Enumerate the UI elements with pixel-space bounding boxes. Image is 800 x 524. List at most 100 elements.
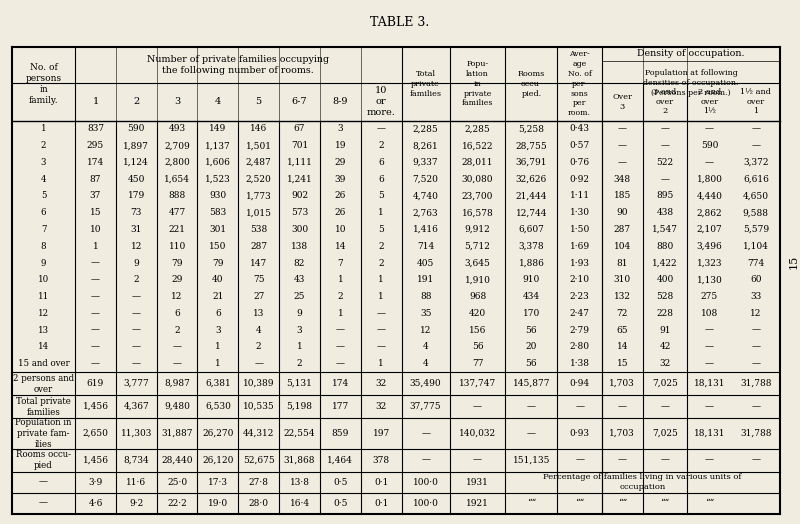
Text: 12: 12 [38,309,49,318]
Text: 2 and
over
1½: 2 and over 1½ [698,88,721,115]
Text: 16,522: 16,522 [462,141,494,150]
Text: 170: 170 [522,309,540,318]
Text: ““: ““ [575,498,584,508]
Text: 405: 405 [417,258,434,268]
Text: 0·94: 0·94 [570,379,590,388]
Text: —: — [377,342,386,352]
Text: 9,912: 9,912 [465,225,490,234]
Text: 15: 15 [90,208,102,217]
Text: 9: 9 [41,258,46,268]
Text: Percentage of families living in various units of
occupation: Percentage of families living in various… [543,473,742,491]
Text: 1: 1 [338,275,343,285]
Text: 3: 3 [174,97,180,106]
Text: 910: 910 [522,275,540,285]
Text: 87: 87 [90,174,102,184]
Text: 27·8: 27·8 [249,477,269,487]
Text: 8: 8 [41,242,46,251]
Text: —: — [132,309,141,318]
Text: —: — [751,124,760,134]
Text: 1,104: 1,104 [743,242,769,251]
Text: —: — [751,141,760,150]
Text: 4·6: 4·6 [88,498,102,508]
Text: —: — [421,429,430,438]
Text: 287: 287 [614,225,631,234]
Text: 12: 12 [171,292,182,301]
Text: 1,910: 1,910 [465,275,490,285]
Text: 10
or
more.: 10 or more. [366,86,395,117]
Text: 930: 930 [210,191,226,201]
Text: 1,241: 1,241 [286,174,312,184]
Text: 28,755: 28,755 [515,141,547,150]
Text: Population in
private fam-
ilies: Population in private fam- ilies [15,418,72,449]
Text: 1,015: 1,015 [246,208,272,217]
Text: 36,791: 36,791 [516,158,547,167]
Text: 28,011: 28,011 [462,158,494,167]
Text: 2·47: 2·47 [570,309,590,318]
Text: 32,626: 32,626 [516,174,547,184]
Text: —: — [173,342,182,352]
Text: 19: 19 [334,141,346,150]
Text: 79: 79 [212,258,224,268]
Text: Number of private families occupying
the following number of rooms.: Number of private families occupying the… [147,55,330,75]
Text: 0·92: 0·92 [570,174,590,184]
Text: 2,862: 2,862 [697,208,722,217]
Text: 0·1: 0·1 [374,498,388,508]
Text: —: — [751,342,760,352]
Text: 2,520: 2,520 [246,174,271,184]
Text: 56: 56 [472,342,483,352]
Text: —: — [336,325,345,335]
Text: 6: 6 [41,208,46,217]
Text: —: — [661,455,670,465]
Text: 177: 177 [332,402,349,411]
Text: 0·57: 0·57 [570,141,590,150]
Text: Aver-
age
No. of
per-
sons
per
room.: Aver- age No. of per- sons per room. [568,50,591,117]
Text: ““: ““ [705,498,714,508]
Text: 1,124: 1,124 [123,158,149,167]
Text: 7,025: 7,025 [652,379,678,388]
Text: 149: 149 [210,124,226,134]
Text: —: — [91,359,100,368]
Text: —: — [421,455,430,465]
Text: 26: 26 [334,191,346,201]
Text: 37,775: 37,775 [410,402,442,411]
Text: —: — [618,141,626,150]
Text: 3,372: 3,372 [743,158,769,167]
Text: ““: ““ [660,498,670,508]
Text: 1: 1 [378,359,384,368]
Text: 8,987: 8,987 [164,379,190,388]
Text: Over
3: Over 3 [612,93,632,111]
Text: 2·80: 2·80 [570,342,590,352]
Text: 0·5: 0·5 [333,498,347,508]
Text: 25·0: 25·0 [167,477,187,487]
Text: 146: 146 [250,124,267,134]
Text: —: — [336,359,345,368]
Text: —: — [751,402,760,411]
Text: 7,025: 7,025 [652,429,678,438]
Text: —: — [618,455,626,465]
Text: 12,744: 12,744 [516,208,547,217]
Text: 2,107: 2,107 [697,225,722,234]
Text: 6,607: 6,607 [518,225,544,234]
Text: ““: ““ [618,498,627,508]
Text: 287: 287 [250,242,267,251]
Text: 110: 110 [169,242,186,251]
Text: 2: 2 [134,275,139,285]
Text: 191: 191 [417,275,434,285]
Text: 701: 701 [291,141,308,150]
Text: 100·0: 100·0 [413,477,438,487]
Text: 145,877: 145,877 [513,379,550,388]
Text: 8,734: 8,734 [123,455,149,465]
Text: 1,464: 1,464 [327,455,354,465]
Text: 138: 138 [291,242,308,251]
Text: 275: 275 [701,292,718,301]
Text: —: — [705,158,714,167]
Text: 2,285: 2,285 [465,124,490,134]
Text: 14: 14 [617,342,628,352]
Text: 2: 2 [378,141,384,150]
Text: 6,616: 6,616 [743,174,769,184]
Text: 1,606: 1,606 [205,158,231,167]
Text: 5: 5 [378,225,384,234]
Text: —: — [705,359,714,368]
Text: 52,675: 52,675 [243,455,274,465]
Text: —: — [661,174,670,184]
